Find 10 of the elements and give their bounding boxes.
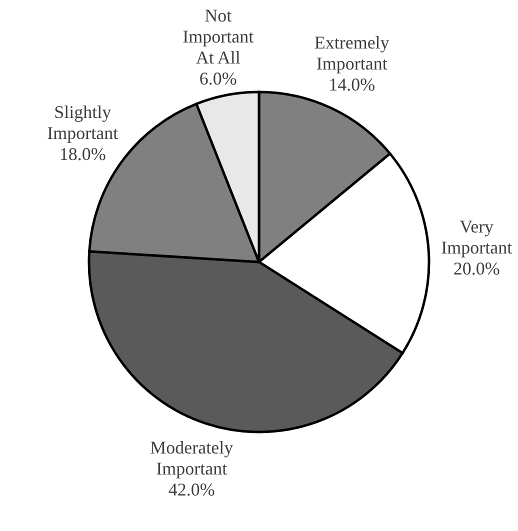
slice-label: Very Important [441, 216, 512, 258]
data-label: 20.0% [453, 258, 500, 278]
data-label: 18.0% [59, 144, 106, 164]
data-label: 6.0% [199, 68, 237, 88]
data-label: 42.0% [168, 479, 215, 500]
slice-label: Extremely Important [314, 32, 390, 74]
slice-label: Moderately Important [150, 437, 234, 478]
data-label: 14.0% [328, 74, 376, 95]
slice-label: Not Important At All [182, 5, 254, 68]
slice-label: Slightly Important [47, 102, 118, 143]
